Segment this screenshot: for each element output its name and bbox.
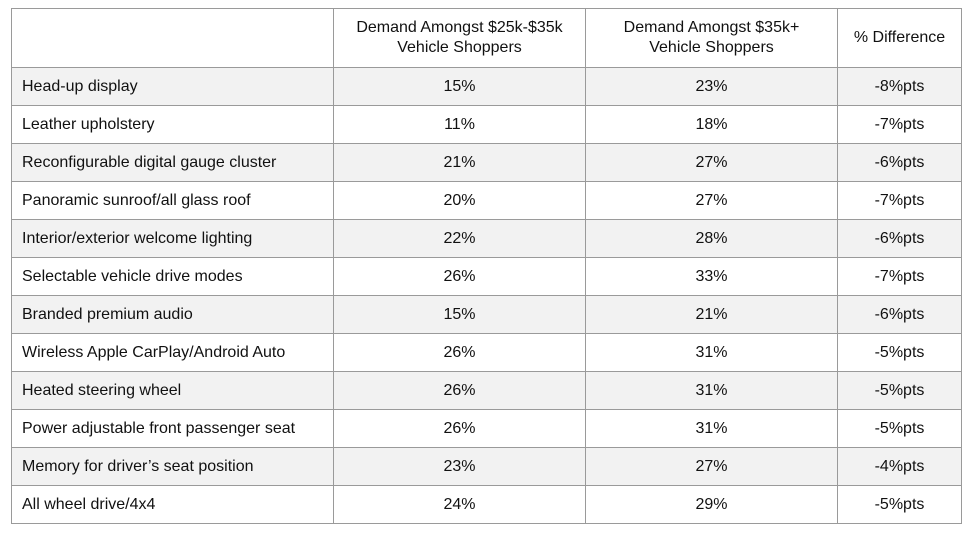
demand-35k-plus-cell: 21% [585, 295, 838, 334]
feature-cell: Head-up display [11, 67, 334, 106]
header-cell-difference: % Difference [837, 8, 962, 68]
difference-cell: -7%pts [837, 105, 962, 144]
difference-cell: -5%pts [837, 485, 962, 524]
feature-cell: Interior/exterior welcome lighting [11, 219, 334, 258]
difference-cell: -8%pts [837, 67, 962, 106]
difference-cell: -6%pts [837, 295, 962, 334]
demand-25k-35k-cell: 26% [333, 371, 586, 410]
table-row: Branded premium audio 15% 21% -6%pts [11, 295, 962, 334]
table-row: Wireless Apple CarPlay/Android Auto 26% 31… [11, 333, 962, 372]
demand-35k-plus-cell: 18% [585, 105, 838, 144]
demand-35k-plus-cell: 31% [585, 409, 838, 448]
demand-35k-plus-cell: 31% [585, 333, 838, 372]
table-row: Panoramic sunroof/all glass roof 20% 27% -7… [11, 181, 962, 220]
feature-cell: Panoramic sunroof/all glass roof [11, 181, 334, 220]
demand-35k-plus-cell: 27% [585, 143, 838, 182]
table-row: Reconfigurable digital gauge cluster 21% 2… [11, 143, 962, 182]
difference-cell: -4%pts [837, 447, 962, 486]
demand-25k-35k-cell: 21% [333, 143, 586, 182]
feature-cell: Power adjustable front passenger seat [11, 409, 334, 448]
demand-35k-plus-cell: 31% [585, 371, 838, 410]
header-row: Demand Amongst $25k-$35k Vehicle Shopper… [11, 8, 962, 68]
feature-cell: Selectable vehicle drive modes [11, 257, 334, 296]
demand-25k-35k-cell: 23% [333, 447, 586, 486]
feature-cell: Memory for driver’s seat position [11, 447, 334, 486]
difference-cell: -7%pts [837, 181, 962, 220]
demand-25k-35k-cell: 26% [333, 409, 586, 448]
header-line: Vehicle Shoppers [649, 39, 774, 56]
demand-25k-35k-cell: 22% [333, 219, 586, 258]
header-line: Demand Amongst $25k-$35k [356, 19, 563, 36]
table-row: Interior/exterior welcome lighting 22% 28%… [11, 219, 962, 258]
difference-cell: -6%pts [837, 143, 962, 182]
table-row: Heated steering wheel 26% 31% -5%pts [11, 371, 962, 410]
demand-25k-35k-cell: 26% [333, 333, 586, 372]
table-row: All wheel drive/4x4 24% 29% -5%pts [11, 485, 962, 524]
feature-cell: Wireless Apple CarPlay/Android Auto [11, 333, 334, 372]
header-cell-feature [11, 8, 334, 68]
header-cell-demand-25k-35k: Demand Amongst $25k-$35k Vehicle Shopper… [333, 8, 586, 68]
demand-35k-plus-cell: 33% [585, 257, 838, 296]
header-cell-demand-35k-plus: Demand Amongst $35k+ Vehicle Shoppers [585, 8, 838, 68]
demand-35k-plus-cell: 29% [585, 485, 838, 524]
demand-25k-35k-cell: 15% [333, 295, 586, 334]
demand-35k-plus-cell: 23% [585, 67, 838, 106]
feature-demand-table: Demand Amongst $25k-$35k Vehicle Shopper… [11, 8, 962, 524]
demand-35k-plus-cell: 27% [585, 447, 838, 486]
table-row: Head-up display 15% 23% -8%pts [11, 67, 962, 106]
table-row: Memory for driver’s seat position 23% 27% -… [11, 447, 962, 486]
difference-cell: -5%pts [837, 371, 962, 410]
header-line: Demand Amongst $35k+ [623, 19, 800, 36]
table-row: Power adjustable front passenger seat 26%… [11, 409, 962, 448]
header-line: % Difference [853, 29, 946, 46]
demand-25k-35k-cell: 15% [333, 67, 586, 106]
feature-cell: Reconfigurable digital gauge cluster [11, 143, 334, 182]
demand-35k-plus-cell: 28% [585, 219, 838, 258]
feature-cell: Branded premium audio [11, 295, 334, 334]
demand-25k-35k-cell: 24% [333, 485, 586, 524]
demand-25k-35k-cell: 20% [333, 181, 586, 220]
demand-35k-plus-cell: 27% [585, 181, 838, 220]
difference-cell: -5%pts [837, 409, 962, 448]
demand-25k-35k-cell: 11% [333, 105, 586, 144]
table-row: Leather upholstery 11% 18% -7%pts [11, 105, 962, 144]
table-row: Selectable vehicle drive modes 26% 33% -7%p… [11, 257, 962, 296]
feature-cell: Heated steering wheel [11, 371, 334, 410]
difference-cell: -6%pts [837, 219, 962, 258]
demand-25k-35k-cell: 26% [333, 257, 586, 296]
difference-cell: -7%pts [837, 257, 962, 296]
feature-cell: Leather upholstery [11, 105, 334, 144]
feature-cell: All wheel drive/4x4 [11, 485, 334, 524]
difference-cell: -5%pts [837, 333, 962, 372]
header-line: Vehicle Shoppers [397, 39, 522, 56]
